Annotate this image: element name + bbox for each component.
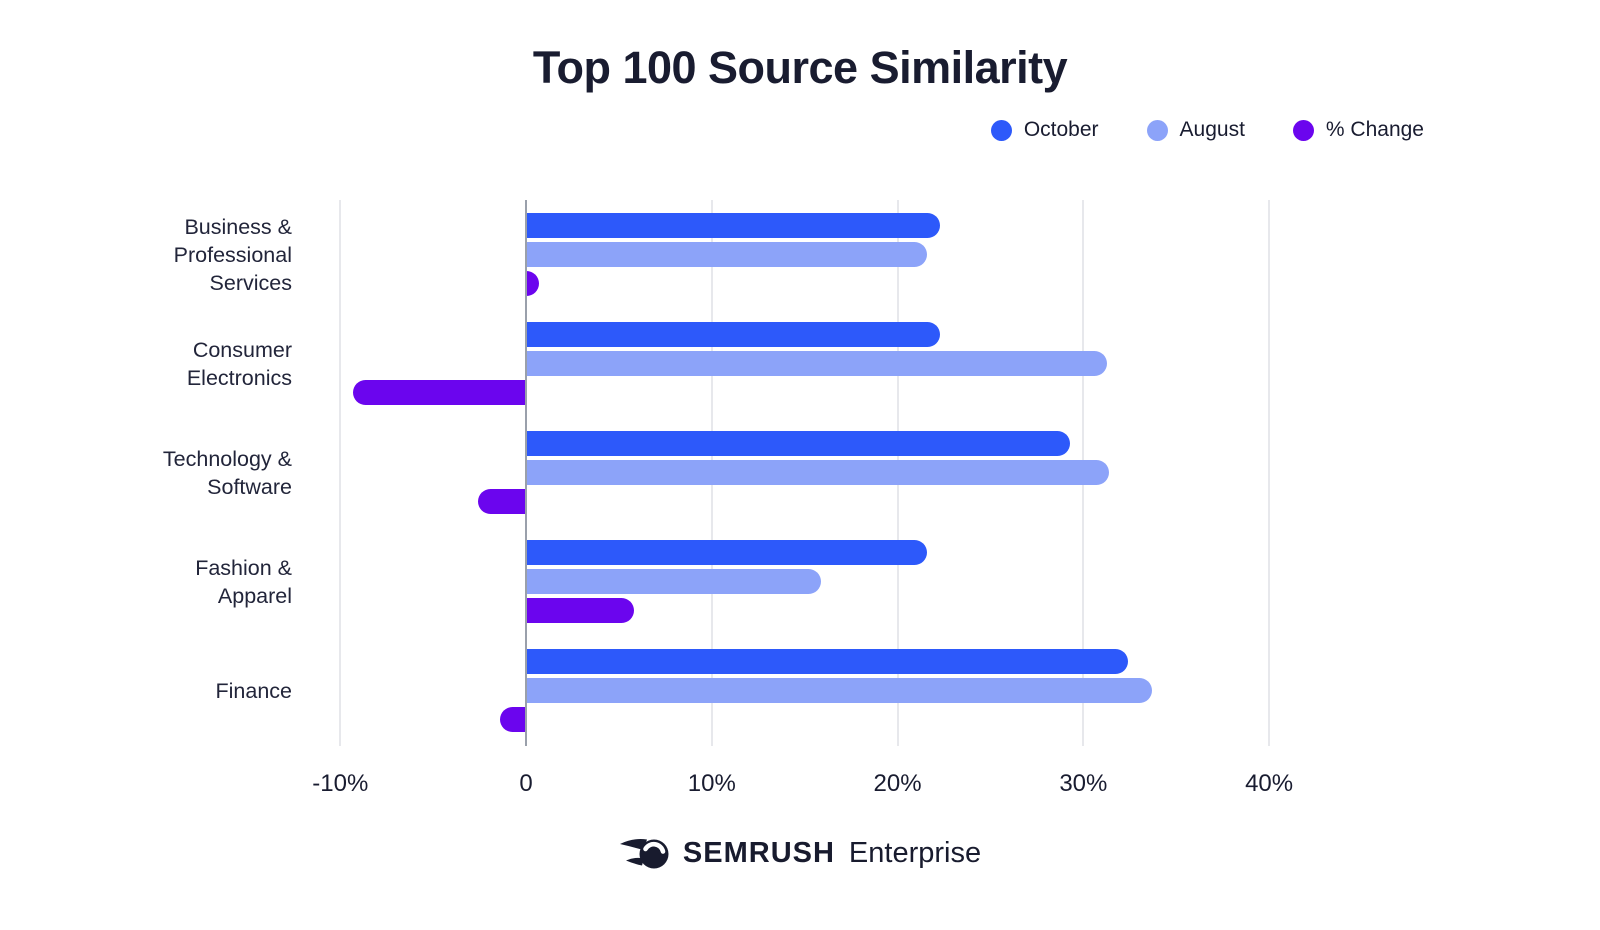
- x-tick-label: -10%: [312, 770, 369, 797]
- bar: [526, 322, 941, 347]
- x-tick-label: 10%: [687, 770, 736, 797]
- october-legend-dot-icon: [990, 119, 1012, 141]
- legend-item-percent-change: % Change: [1292, 118, 1424, 142]
- category-label: Consumer Electronics: [186, 337, 292, 390]
- bar: [500, 707, 527, 732]
- bar: [526, 649, 1128, 674]
- category-label: Technology & Software: [162, 446, 292, 499]
- bar: [353, 380, 527, 405]
- brand-name: SEMRUSH: [682, 836, 835, 869]
- x-tick-label: 30%: [1059, 770, 1108, 797]
- bar: [526, 569, 822, 594]
- brand-suffix: Enterprise: [848, 836, 982, 869]
- bar-group: [318, 200, 1362, 309]
- category-labels-column: Business & Professional Services Consumer El…: [40, 200, 292, 746]
- percent-change-legend-dot-icon: [1292, 119, 1314, 141]
- bar: [526, 678, 1153, 703]
- x-tick-label: 40%: [1245, 770, 1294, 797]
- legend-item-august: August: [1146, 118, 1245, 142]
- legend-item-october: October: [990, 118, 1099, 142]
- category-label: Business & Professional Services: [173, 214, 292, 295]
- x-tick-label: 0: [519, 770, 533, 797]
- bar: [526, 431, 1071, 456]
- bar-group: [318, 527, 1362, 636]
- category-label: Finance: [215, 678, 293, 703]
- bar-group: [318, 636, 1362, 745]
- x-axis: -10% 0 10% 20% 30% 40%: [312, 756, 1362, 797]
- bar: [526, 351, 1108, 376]
- legend-label: October: [1023, 118, 1099, 141]
- bar-chart: Business & Professional Services Consumer El…: [0, 200, 1600, 797]
- semrush-comet-icon: [619, 839, 669, 869]
- bar: [526, 598, 634, 623]
- x-tick-label: 20%: [873, 770, 922, 797]
- bar-group: [318, 309, 1362, 418]
- legend-label: August: [1179, 118, 1245, 141]
- bar: [526, 460, 1110, 485]
- bar: [526, 540, 928, 565]
- category-label: Fashion & Apparel: [195, 555, 292, 608]
- gridline: [1268, 200, 1271, 746]
- footer-logo: SEMRUSH Enterprise: [0, 833, 1600, 873]
- bar-group: [318, 418, 1362, 527]
- legend: October August % Change: [990, 118, 1424, 142]
- plot-area: [318, 200, 1362, 746]
- august-legend-dot-icon: [1146, 119, 1168, 141]
- gridline: [339, 200, 342, 746]
- page-title: Top 100 Source Similarity: [532, 42, 1068, 93]
- bar: [526, 213, 941, 238]
- bar: [526, 242, 928, 267]
- zero-axis-line: [525, 200, 528, 746]
- legend-label: % Change: [1325, 118, 1424, 141]
- bar: [477, 489, 527, 514]
- bar: [526, 271, 540, 296]
